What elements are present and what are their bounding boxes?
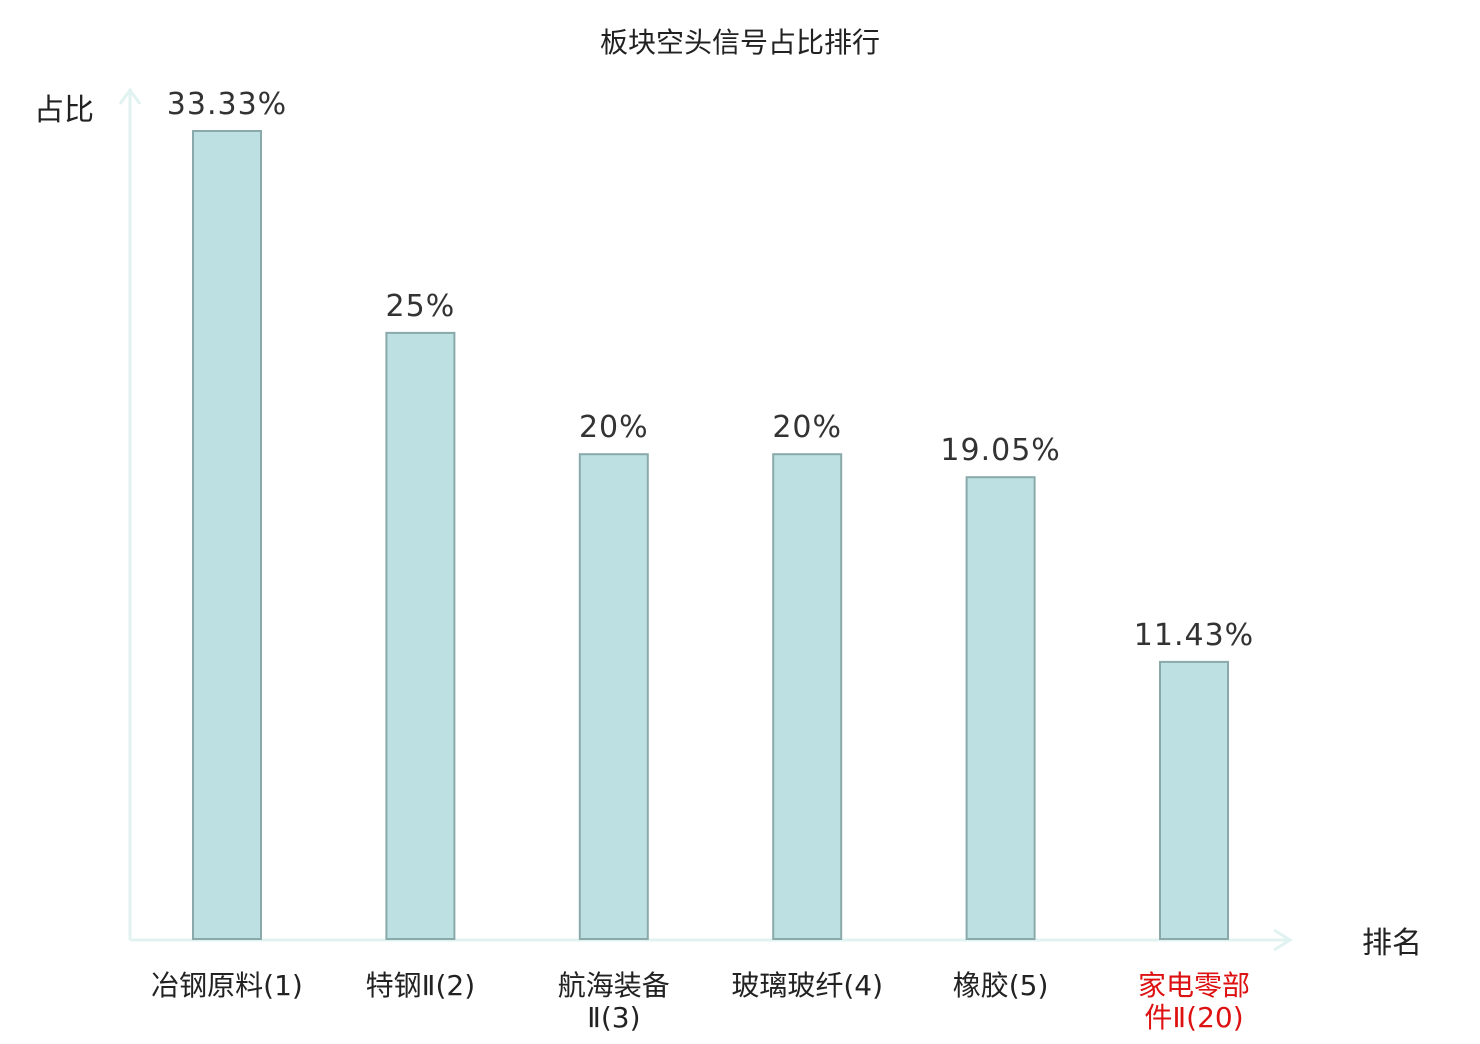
category-label: 玻璃玻纤(4) xyxy=(731,969,883,1002)
bar xyxy=(965,476,1036,940)
bar xyxy=(578,453,649,940)
category-label: 橡胶(5) xyxy=(953,969,1049,1002)
bar xyxy=(192,130,262,940)
bars xyxy=(192,130,1229,941)
category-label: 航海装备 xyxy=(558,969,670,1002)
value-label: 11.43% xyxy=(1134,618,1254,653)
value-label: 19.05% xyxy=(940,433,1060,468)
bar xyxy=(1159,660,1229,941)
bar xyxy=(385,331,456,940)
category-label: 件Ⅱ(20) xyxy=(1144,1001,1243,1034)
bar xyxy=(772,453,843,940)
category-label: 冶钢原料(1) xyxy=(151,969,303,1002)
value-label: 20% xyxy=(772,410,842,445)
value-label: 33.33% xyxy=(167,87,287,122)
x-axis-arrow xyxy=(1273,928,1293,952)
chart-title: 板块空头信号占比排行 xyxy=(600,26,880,59)
y-axis-label: 占比 xyxy=(34,93,94,128)
value-label: 20% xyxy=(579,410,649,445)
category-label: 特钢Ⅱ(2) xyxy=(366,969,475,1002)
category-label: 家电零部 xyxy=(1138,969,1250,1002)
x-axis-label: 排名 xyxy=(1362,926,1422,961)
y-axis-arrow xyxy=(118,87,142,105)
value-labels: 33.33% 25% 20% 20% 19.05% 11.43% xyxy=(167,87,1254,653)
category-label: Ⅱ(3) xyxy=(587,1001,640,1034)
value-label: 25% xyxy=(386,289,456,324)
axes xyxy=(118,87,1293,952)
